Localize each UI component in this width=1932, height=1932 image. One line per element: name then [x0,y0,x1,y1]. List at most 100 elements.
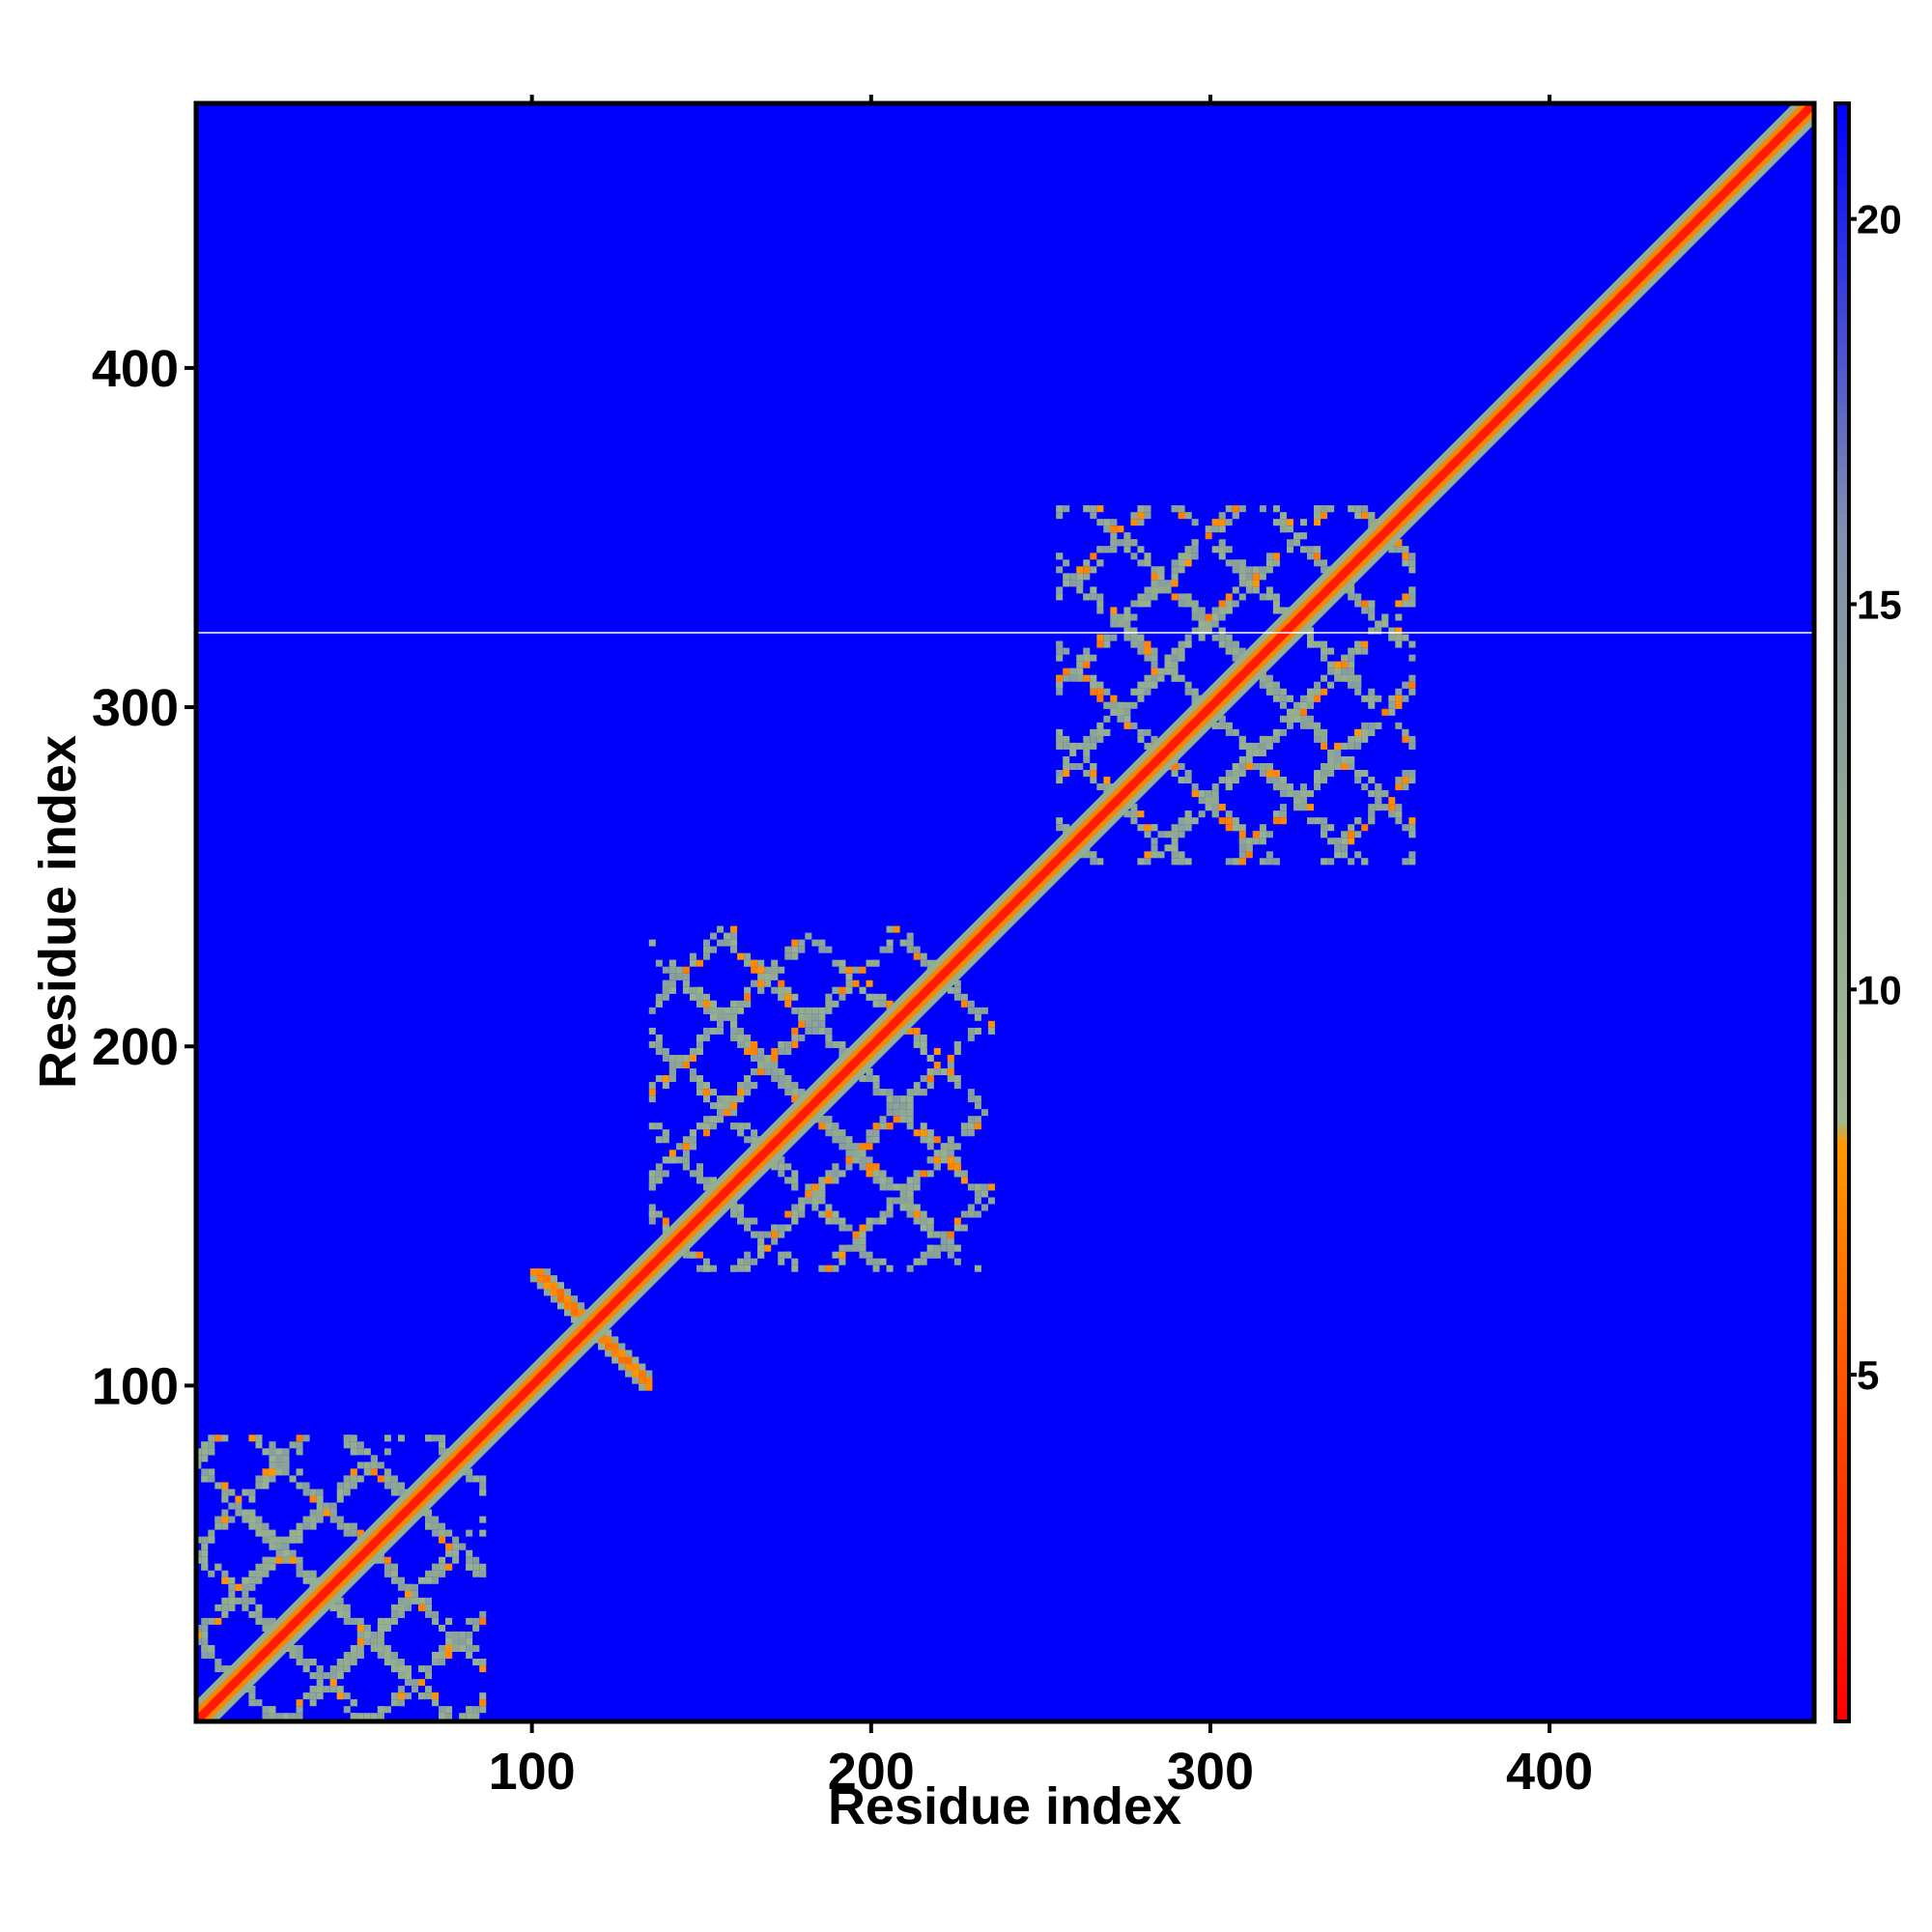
heatmap-cell [598,1343,606,1350]
heatmap-cell [832,1000,839,1008]
heatmap-cell [832,1210,839,1218]
heatmap-cell [1361,728,1369,736]
heatmap-cell [872,1082,880,1090]
heatmap-cell [655,1075,663,1083]
heatmap-cell [1056,824,1064,832]
heatmap-cell [682,980,690,987]
heatmap-cell [196,1631,202,1638]
heatmap-cell [682,1156,690,1164]
heatmap-cell [648,1095,656,1103]
heatmap-cell [639,1363,646,1371]
heatmap-cell [866,1224,873,1232]
heatmap-cell [913,1129,921,1137]
heatmap-cell [397,1659,405,1666]
heatmap-cell [296,1659,303,1666]
heatmap-cell [302,1435,310,1442]
heatmap-cell [384,1475,391,1483]
heatmap-cell [1238,844,1246,852]
heatmap-cell [618,1343,626,1350]
heatmap-cell [1245,851,1253,859]
heatmap-cell [818,1183,826,1191]
heatmap-cell [778,1068,785,1076]
heatmap-cell [466,1706,473,1714]
heatmap-cell [1063,580,1070,587]
heatmap-cell [309,1699,317,1707]
heatmap-cell [1307,804,1315,811]
heatmap-cell [920,952,927,960]
heatmap-cell [1171,831,1179,838]
heatmap-cell [397,1583,405,1591]
heatmap-cell [1232,640,1239,648]
heatmap-cell [980,1007,988,1014]
heatmap-cell [262,1713,270,1720]
heatmap-cell [866,1075,873,1083]
heatmap-cell [262,1570,270,1577]
heatmap-cell [1090,681,1097,689]
heatmap-cell [886,925,894,933]
heatmap-cell [1238,593,1246,601]
heatmap-cell [778,1170,785,1178]
heatmap-cell [648,1177,656,1184]
heatmap-cell [1259,573,1266,581]
heatmap-cell [1334,749,1342,756]
heatmap-cell [1375,797,1382,805]
heatmap-cell [724,1095,731,1103]
heatmap-cell [1361,647,1369,655]
heatmap-cell [1402,634,1409,641]
heatmap-cell [1144,654,1151,662]
heatmap-cell [1123,532,1131,540]
heatmap-cell [390,1570,398,1577]
heatmap-cell [543,1289,551,1296]
heatmap-cell [201,1652,209,1660]
heatmap-cell [1056,681,1064,689]
heatmap-cell [377,1713,384,1720]
heatmap-cell [625,1370,633,1378]
heatmap-cell [648,1210,656,1218]
heatmap-cell [605,1336,612,1344]
heatmap-cell [744,986,752,994]
heatmap-cell [947,1075,954,1083]
heatmap-cell [1381,708,1389,716]
heatmap-cell [771,973,779,980]
heatmap-cell [696,1264,703,1272]
heatmap-cell [940,1156,948,1164]
heatmap-cell [886,1095,894,1103]
heatmap-cell [1211,797,1219,805]
heatmap-cell [784,1047,792,1055]
heatmap-cell [1164,668,1172,675]
heatmap-cell [390,1475,398,1483]
heatmap-cell [1171,858,1179,866]
heatmap-cell [696,993,703,1001]
heatmap-cell [1171,654,1179,662]
heatmap-cell [1110,546,1118,554]
heatmap-cell [323,1502,330,1510]
heatmap-cell [662,1129,669,1137]
heatmap-cell [1307,790,1315,798]
heatmap-cell [255,1577,263,1584]
heatmap-cell [1314,817,1321,825]
heatmap-cell [1334,755,1342,763]
colorbar-tick-label: 20 [1857,197,1902,242]
heatmap-cell [1157,674,1165,682]
heatmap-cell [1265,770,1273,778]
heatmap-cell [1076,668,1084,675]
heatmap-cell [1184,546,1192,554]
heatmap-cell [906,1109,914,1117]
heatmap-cell [479,1692,487,1700]
heatmap-cell [899,1190,907,1198]
heatmap-cell [1334,762,1342,771]
heatmap-cell [1402,770,1409,778]
heatmap-cell [960,1224,968,1232]
heatmap-cell [1076,742,1084,750]
heatmap-cell [832,1163,839,1171]
heatmap-cell [1130,519,1138,526]
heatmap-cell [1300,790,1308,798]
heatmap-cell [1144,831,1151,838]
heatmap-cell [262,1556,270,1564]
heatmap-cell [838,1258,846,1265]
heatmap-cell [1090,770,1097,778]
heatmap-cell [778,1047,785,1055]
heatmap-cell [445,1529,453,1537]
heatmap-cell [1375,627,1382,635]
heatmap-cell [737,1258,745,1265]
